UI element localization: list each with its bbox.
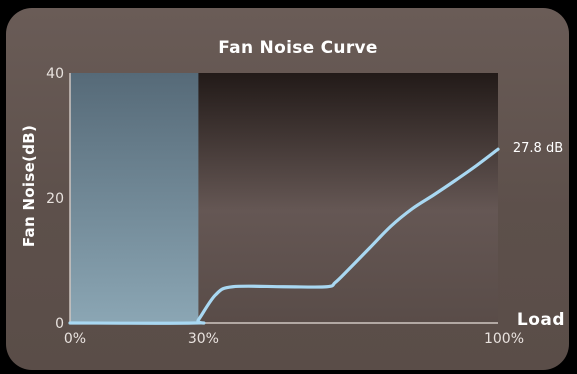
end-value-label: 27.8 dB	[513, 141, 563, 156]
x-tick-labels: 0% 30% 100%	[64, 331, 524, 347]
noise-curve-line	[68, 147, 500, 325]
x-tick-label: 0%	[64, 331, 86, 347]
x-tick-label: 100%	[484, 331, 524, 347]
x-axis-label: Load	[517, 310, 565, 330]
chart-title: Fan Noise Curve	[218, 38, 377, 58]
x-tick-label: 30%	[188, 331, 219, 347]
y-tick-label: 20	[46, 191, 64, 207]
low-load-region	[70, 73, 199, 323]
y-tick-label: 40	[46, 66, 64, 82]
y-axis-label: Fan Noise(dB)	[20, 125, 38, 247]
y-tick-labels: 0 20 40	[46, 66, 64, 332]
y-tick-label: 0	[55, 316, 64, 332]
